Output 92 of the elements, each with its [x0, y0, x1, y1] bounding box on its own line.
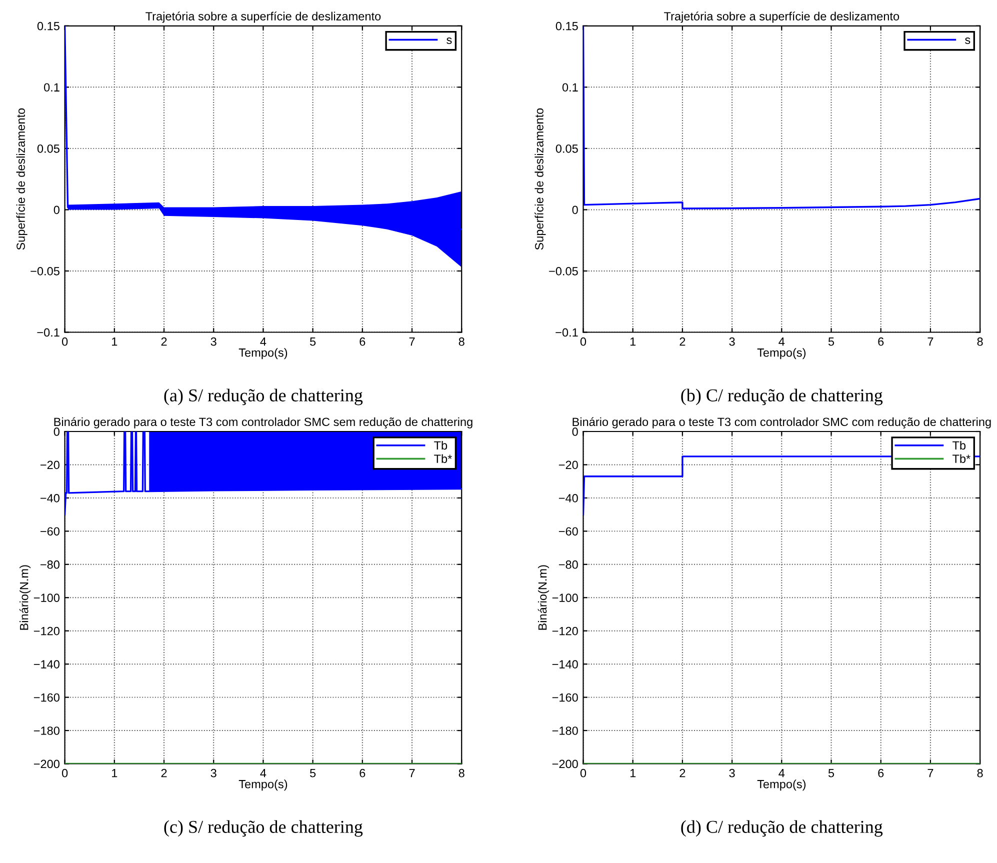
- y-tick-label: −160: [552, 693, 578, 702]
- x-tick-label: 4: [778, 338, 785, 346]
- x-tick-label: 5: [310, 338, 316, 346]
- x-tick-label: 5: [828, 338, 834, 346]
- y-tick-label: −140: [552, 660, 578, 668]
- y-tick-label: −180: [34, 726, 60, 735]
- y-tick-label: 0.05: [37, 144, 60, 153]
- legend-label: Tb: [434, 440, 448, 450]
- y-tick-label: −40: [40, 494, 60, 502]
- y-tick-label: −120: [552, 626, 578, 636]
- x-tick-label: 3: [729, 768, 735, 778]
- y-tick-label: −200: [552, 760, 578, 768]
- x-tick-label: 8: [977, 337, 983, 346]
- x-tick-label: 8: [458, 768, 464, 778]
- x-tick-label: 7: [409, 769, 415, 778]
- x-axis-title: Tempo(s): [757, 780, 806, 791]
- y-tick-label: −60: [40, 527, 60, 536]
- y-tick-label: 0: [572, 206, 578, 214]
- x-tick-label: 1: [112, 769, 118, 778]
- x-tick-label: 1: [112, 338, 118, 346]
- x-tick-label: 2: [161, 337, 167, 346]
- x-tick-label: 6: [360, 337, 366, 346]
- y-tick-label: 0.15: [37, 22, 60, 30]
- y-tick-label: −20: [40, 460, 60, 470]
- x-tick-label: 5: [310, 769, 316, 778]
- text: (b) C/ redução de chattering: [681, 388, 883, 406]
- y-tick-label: −0.1: [556, 328, 578, 337]
- x-tick-label: 1: [630, 769, 636, 778]
- x-tick-label: 3: [210, 768, 216, 778]
- y-tick-label: −100: [34, 594, 60, 602]
- x-tick-label: 7: [928, 769, 934, 778]
- y-tick-label: −80: [40, 560, 60, 569]
- x-tick-label: 4: [778, 769, 785, 778]
- legend-label: Tb: [952, 440, 966, 450]
- y-tick-label: −20: [558, 460, 578, 470]
- x-tick-label: 6: [878, 337, 884, 346]
- x-tick-label: 5: [828, 769, 834, 778]
- y-axis-title: Superfície de deslizamento: [16, 108, 28, 250]
- y-tick-label: 0: [572, 428, 578, 436]
- x-tick-label: 7: [409, 338, 415, 346]
- y-tick-label: 0.1: [44, 83, 60, 92]
- x-tick-label: 3: [729, 337, 735, 346]
- x-tick-label: 6: [360, 768, 366, 778]
- y-tick-label: 0: [54, 428, 60, 436]
- legend-label: s: [965, 38, 970, 44]
- chart-title: Trajetória sobre a superfície de deslizamento: [664, 12, 900, 23]
- text: (a) S/ redução de chattering: [164, 388, 363, 406]
- x-axis-title: Tempo(s): [238, 780, 288, 791]
- x-tick-label: 7: [928, 338, 934, 346]
- x-tick-label: 4: [260, 338, 266, 346]
- y-tick-label: 0.05: [556, 144, 578, 153]
- chart-title: Trajetória sobre a superfície de deslizamento: [146, 12, 381, 23]
- x-tick-label: 4: [260, 769, 266, 778]
- legend-label: s: [446, 38, 452, 44]
- y-tick-label: −0.05: [549, 267, 578, 276]
- y-tick-label: −0.1: [37, 328, 60, 337]
- text: (d) C/ redução de chattering: [681, 820, 883, 837]
- x-tick-label: 0: [580, 768, 586, 778]
- y-tick-label: −140: [34, 660, 60, 668]
- y-axis-title: Binário(N.m): [538, 565, 550, 630]
- y-tick-label: −200: [34, 760, 60, 768]
- y-tick-label: 0.1: [562, 83, 578, 92]
- y-axis-title: Binário(N.m): [19, 565, 31, 630]
- legend-label: Tb*: [952, 454, 970, 463]
- y-tick-label: −80: [558, 560, 578, 569]
- y-tick-label: 0.15: [556, 22, 578, 30]
- x-tick-label: 6: [878, 768, 884, 778]
- y-tick-label: −0.05: [30, 267, 60, 276]
- chart-title: Binário gerado para o teste T3 com controlador SMC sem redução de chattering: [54, 417, 472, 428]
- y-tick-label: −160: [34, 693, 60, 702]
- x-tick-label: 3: [210, 337, 216, 346]
- x-tick-label: 8: [458, 337, 464, 346]
- x-tick-label: 1: [630, 338, 636, 346]
- x-axis-title: Tempo(s): [757, 348, 806, 360]
- x-tick-label: 0: [62, 768, 68, 778]
- y-tick-label: 0: [54, 206, 60, 214]
- x-tick-label: 2: [680, 337, 686, 346]
- chart-title: Binário gerado para o teste T3 com controlador SMC com redução de chattering: [572, 417, 991, 428]
- x-tick-label: 0: [62, 337, 68, 346]
- x-tick-label: 0: [580, 337, 586, 346]
- x-tick-label: 2: [680, 768, 686, 778]
- legend-label: Tb*: [434, 454, 452, 463]
- text: (c) S/ redução de chattering: [164, 820, 363, 837]
- x-axis-title: Tempo(s): [238, 348, 288, 360]
- y-tick-label: −100: [552, 594, 578, 602]
- x-tick-label: 8: [977, 768, 983, 778]
- y-tick-label: −120: [34, 626, 60, 636]
- y-tick-label: −60: [558, 527, 578, 536]
- y-axis-title: Superfície de deslizamento: [534, 108, 546, 250]
- y-tick-label: −40: [558, 494, 578, 502]
- x-tick-label: 2: [161, 768, 167, 778]
- y-tick-label: −180: [552, 726, 578, 735]
